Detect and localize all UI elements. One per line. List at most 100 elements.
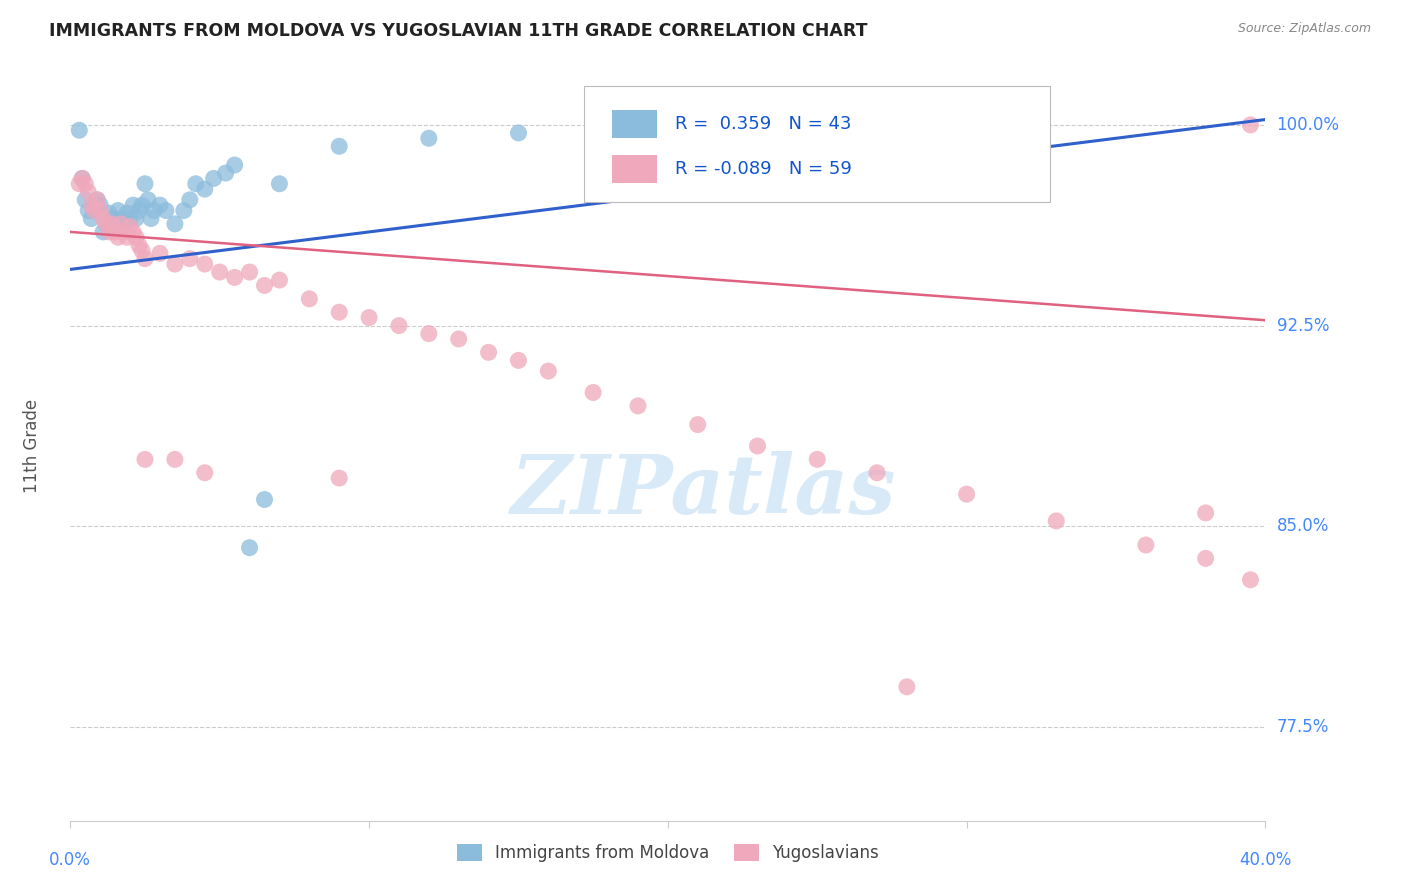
Point: [163, 452, 186, 467]
Point: [328, 305, 350, 319]
Point: [131, 244, 153, 258]
Text: 11th Grade: 11th Grade: [22, 399, 41, 493]
Point: [128, 238, 150, 252]
Point: [136, 193, 159, 207]
Point: [134, 452, 156, 467]
Point: [179, 193, 201, 207]
Point: [86, 193, 108, 207]
Point: [806, 452, 828, 467]
Point: [269, 177, 291, 191]
Point: [1045, 514, 1067, 528]
Point: [122, 198, 145, 212]
Point: [184, 177, 207, 191]
Point: [122, 225, 145, 239]
Point: [101, 211, 124, 226]
Text: 40.0%: 40.0%: [1239, 851, 1292, 869]
Point: [98, 206, 121, 220]
Text: 85.0%: 85.0%: [1277, 517, 1329, 535]
Point: [67, 123, 90, 137]
Text: 100.0%: 100.0%: [1277, 116, 1340, 134]
Point: [1239, 573, 1261, 587]
Point: [508, 126, 530, 140]
Point: [1195, 551, 1218, 566]
Point: [91, 225, 114, 239]
Point: [112, 217, 135, 231]
Point: [112, 225, 135, 239]
Point: [125, 211, 148, 226]
Point: [239, 265, 262, 279]
Point: [134, 177, 156, 191]
Point: [418, 131, 440, 145]
Point: [80, 198, 103, 212]
Point: [239, 541, 262, 555]
Point: [139, 211, 162, 226]
Point: [163, 257, 186, 271]
Point: [83, 203, 105, 218]
Point: [163, 217, 186, 231]
Point: [208, 265, 231, 279]
Point: [131, 198, 153, 212]
Point: [149, 198, 172, 212]
Point: [866, 466, 889, 480]
Point: [110, 217, 132, 231]
Point: [107, 203, 129, 218]
Point: [179, 252, 201, 266]
Point: [269, 273, 291, 287]
Point: [89, 198, 111, 212]
Point: [298, 292, 321, 306]
Point: [155, 203, 177, 218]
Point: [120, 219, 141, 234]
Bar: [612, 154, 657, 183]
Point: [1135, 538, 1157, 552]
Point: [80, 211, 103, 226]
Point: [70, 171, 93, 186]
Point: [747, 439, 769, 453]
Text: 0.0%: 0.0%: [49, 851, 91, 869]
Point: [253, 492, 276, 507]
Point: [70, 171, 93, 186]
Point: [359, 310, 381, 325]
Text: ZIPatlas: ZIPatlas: [510, 451, 897, 531]
Point: [224, 270, 246, 285]
Point: [75, 193, 97, 207]
Point: [194, 182, 217, 196]
Point: [194, 257, 217, 271]
Point: [956, 487, 979, 501]
Point: [328, 471, 350, 485]
Point: [194, 466, 217, 480]
Point: [224, 158, 246, 172]
Point: [98, 225, 121, 239]
Point: [120, 211, 141, 226]
Point: [128, 203, 150, 218]
Text: IMMIGRANTS FROM MOLDOVA VS YUGOSLAVIAN 11TH GRADE CORRELATION CHART: IMMIGRANTS FROM MOLDOVA VS YUGOSLAVIAN 1…: [49, 22, 868, 40]
Point: [104, 225, 127, 239]
Point: [125, 230, 148, 244]
Legend: Immigrants from Moldova, Yugoslavians: Immigrants from Moldova, Yugoslavians: [450, 837, 886, 869]
Point: [89, 203, 111, 218]
Point: [478, 345, 501, 359]
Point: [508, 353, 530, 368]
Point: [582, 385, 605, 400]
Point: [149, 246, 172, 260]
Point: [598, 118, 620, 132]
FancyBboxPatch shape: [585, 87, 1050, 202]
Point: [115, 230, 138, 244]
Text: 92.5%: 92.5%: [1277, 317, 1329, 334]
Point: [96, 217, 118, 231]
Point: [1195, 506, 1218, 520]
Point: [328, 139, 350, 153]
Point: [101, 217, 124, 231]
Point: [173, 203, 195, 218]
Text: R =  0.359   N = 43: R = 0.359 N = 43: [675, 115, 852, 133]
Point: [896, 680, 918, 694]
Point: [134, 252, 156, 266]
Text: Source: ZipAtlas.com: Source: ZipAtlas.com: [1237, 22, 1371, 36]
Point: [253, 278, 276, 293]
Point: [115, 206, 138, 220]
Point: [686, 417, 709, 432]
Point: [67, 177, 90, 191]
Point: [1239, 118, 1261, 132]
Point: [75, 177, 97, 191]
Point: [91, 211, 114, 226]
Point: [86, 193, 108, 207]
